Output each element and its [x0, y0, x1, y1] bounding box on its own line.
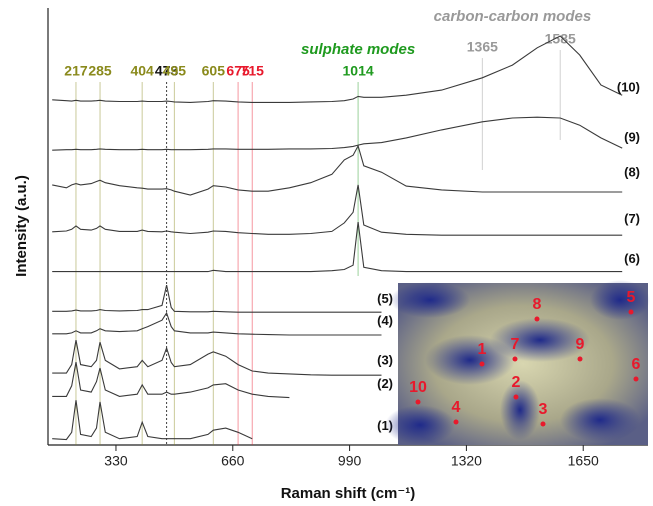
annotation-group-label: sulphate modes: [301, 41, 415, 58]
inset-point: [577, 356, 583, 362]
inset-point-label: 7: [511, 336, 520, 353]
annotation-label: 1365: [467, 39, 498, 55]
x-tick-label: 1650: [568, 453, 599, 469]
spectrum-line: [52, 35, 623, 103]
series-label: (3): [377, 353, 393, 368]
annotation-label: 715: [241, 63, 265, 79]
annotation-label: 473: [155, 63, 179, 79]
inset-point: [534, 316, 540, 322]
spectrum-line: [52, 284, 382, 313]
inset-point: [540, 421, 546, 427]
series-label: (4): [377, 313, 393, 328]
y-axis-title: Intensity (a.u.): [13, 175, 30, 277]
x-tick-label: 330: [104, 453, 128, 469]
annotation-group-label: carbon-carbon modes: [434, 8, 592, 25]
inset-shade: [385, 405, 455, 445]
annotation-label: 217: [64, 63, 88, 79]
spectrum-line: [52, 184, 623, 236]
inset-shade: [490, 318, 590, 362]
inset-shade: [390, 282, 470, 318]
x-axis-title: Raman shift (cm⁻¹): [281, 485, 416, 502]
x-tick-label: 990: [338, 453, 362, 469]
spectrum-line: [52, 339, 382, 376]
series-label: (9): [624, 130, 640, 145]
inset-point-label: 1: [478, 341, 487, 358]
inset-point: [513, 394, 519, 400]
inset-point: [628, 309, 634, 315]
series-label: (7): [624, 211, 640, 226]
x-tick-label: 660: [221, 453, 245, 469]
inset-point: [633, 376, 639, 382]
inset-shade: [560, 398, 640, 442]
inset-point: [479, 361, 485, 367]
inset-point: [512, 356, 518, 362]
inset-point-label: 10: [409, 379, 427, 396]
annotation-label: 605: [202, 63, 226, 79]
inset-shade: [500, 380, 540, 440]
series-label: (6): [624, 251, 640, 266]
series-label: (2): [377, 376, 393, 391]
x-tick-label: 1320: [451, 453, 482, 469]
inset-point-label: 2: [512, 374, 521, 391]
inset-point-label: 5: [627, 289, 636, 306]
inset-photo: 1 2 3 4 5 6 7 8 9 10: [385, 280, 650, 445]
annotation-label: 1014: [343, 63, 374, 79]
inset-point-label: 8: [533, 296, 542, 313]
inset-point-label: 4: [452, 399, 461, 416]
spectrum-line: [52, 222, 623, 273]
inset-point-label: 6: [632, 356, 641, 373]
annotation-label: 675: [226, 63, 250, 79]
series-label: (8): [624, 164, 640, 179]
annotation-label: 495: [163, 63, 187, 79]
spectrum-line: [52, 400, 253, 441]
inset-point: [415, 399, 421, 405]
annotation-label: 285: [88, 63, 112, 79]
spectrum-line: [52, 311, 382, 336]
spectrum-line: [52, 362, 290, 399]
annotation-label: 404: [130, 63, 154, 79]
inset-point: [453, 419, 459, 425]
inset-point-label: 9: [576, 336, 585, 353]
series-label: (10): [617, 79, 640, 94]
inset-shade: [590, 280, 650, 320]
inset-shade: [425, 335, 515, 385]
annotation-label: 1585: [545, 31, 576, 47]
spectrum-line: [52, 116, 623, 151]
series-label: (5): [377, 291, 393, 306]
spectrum-line: [52, 144, 623, 196]
inset-point-label: 3: [539, 401, 548, 418]
